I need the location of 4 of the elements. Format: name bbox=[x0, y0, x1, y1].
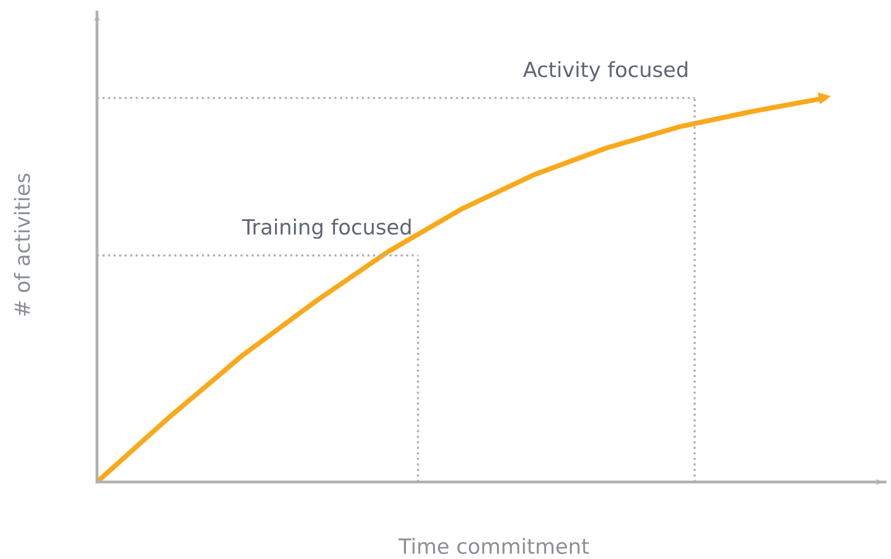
x-axis-title: Time commitment bbox=[398, 538, 589, 554]
text: Activity focused bbox=[523, 61, 688, 82]
annotation: Training focused bbox=[242, 218, 411, 239]
y-axis-title: # of activities bbox=[14, 174, 30, 316]
